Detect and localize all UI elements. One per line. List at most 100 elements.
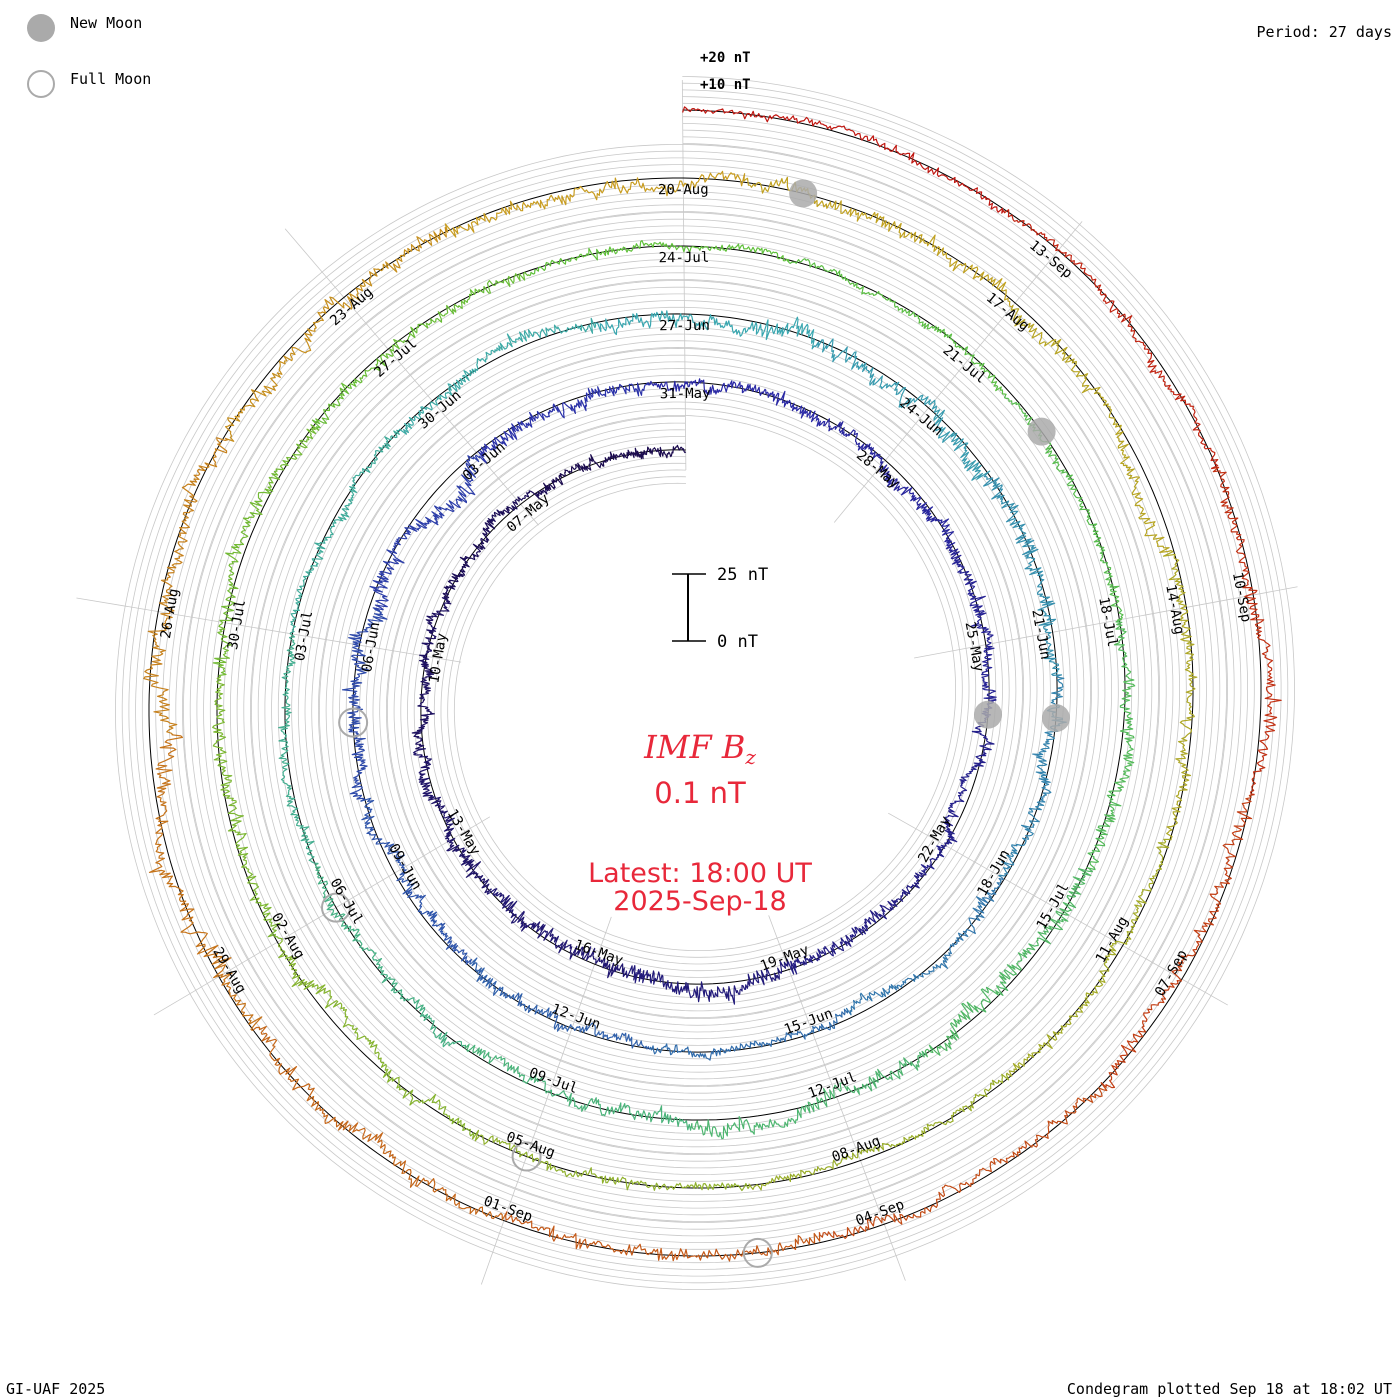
date-label: 09-Jul <box>527 1065 580 1097</box>
bz-trace-segment <box>528 240 789 277</box>
bz-trace-segment <box>543 444 687 492</box>
zero-baseline-spiral <box>148 109 1262 1257</box>
grid-arc-8 <box>121 82 1289 1284</box>
bz-trace-segment <box>224 226 449 442</box>
chart-title: IMF Bz <box>0 728 1400 769</box>
bz-trace-segment <box>444 170 746 238</box>
date-label: 27-Jun <box>659 318 710 334</box>
trace-layer <box>143 106 1282 1262</box>
bz-trace-segment <box>311 271 530 431</box>
latest-date: 2025-Sep-18 <box>613 886 787 917</box>
full-moon-marker-icon <box>320 892 351 923</box>
bz-trace-segment <box>369 454 483 612</box>
bz-trace-segment <box>594 310 815 350</box>
bz-trace-segment <box>315 862 466 1048</box>
plotted-label: Condegram plotted Sep 18 at 18:02 UT <box>1066 1380 1392 1398</box>
spokes-layer <box>76 80 1298 1285</box>
grid-arc-3 <box>162 123 1248 1243</box>
bz-trace-segment <box>845 876 1004 1016</box>
date-label: 04-Sep <box>854 1197 907 1230</box>
bz-trace-segment <box>647 378 826 427</box>
new-moon-label: New Moon <box>70 14 143 32</box>
full-moon-marker-icon <box>511 1141 542 1172</box>
bz-trace-segment <box>148 734 263 1031</box>
new-moon-icon <box>27 14 55 42</box>
date-label: 31-May <box>660 386 711 402</box>
bz-trace-segment <box>464 1043 693 1131</box>
bz-trace-segment <box>945 544 997 716</box>
bz-trace-segment <box>486 888 627 979</box>
bz-trace-segment <box>811 338 991 481</box>
bz-trace-segment <box>397 317 597 435</box>
amplitude-label-plus20: +20 nT <box>700 50 751 66</box>
bz-trace-segment <box>920 714 995 875</box>
bz-trace-segment <box>786 871 927 975</box>
spoke-1 <box>284 228 539 526</box>
bz-trace-segment <box>212 676 283 940</box>
date-label: 24-Jul <box>659 250 710 266</box>
date-label: 19-May <box>758 942 811 975</box>
bz-trace-segment <box>341 608 388 802</box>
bz-trace-segment <box>478 382 649 464</box>
date-label: 01-Sep <box>481 1193 534 1225</box>
date-label: 20-Aug <box>658 182 709 198</box>
spoke-7 <box>914 586 1298 659</box>
spoke-3 <box>153 816 491 1016</box>
full-moon-label: Full Moon <box>70 70 152 88</box>
period-label: Period: 27 days <box>1256 23 1392 41</box>
spoke-8 <box>833 221 1083 523</box>
bz-trace-segment <box>278 938 475 1140</box>
bz-trace-segment <box>289 429 400 635</box>
bz-trace-segment <box>818 1082 1108 1239</box>
bz-trace-segment <box>983 472 1062 676</box>
bz-trace-segment <box>625 960 788 1005</box>
grid-arc-4 <box>155 116 1255 1250</box>
grid-arc-9 <box>115 76 1295 1290</box>
bz-trace-segment <box>1100 793 1255 1089</box>
current-value: 0.1 nT <box>654 776 746 810</box>
spoke-0 <box>681 80 687 471</box>
bz-trace-segment <box>924 868 1093 1058</box>
full-moon-icon <box>27 70 55 98</box>
bz-trace-segment <box>748 1072 1010 1191</box>
baseline-layer <box>148 109 1262 1257</box>
bz-trace-segment <box>1006 838 1171 1077</box>
bz-trace-segment <box>143 437 229 736</box>
bz-trace-segment <box>212 424 320 678</box>
bz-trace-segment <box>787 258 1007 396</box>
bz-trace-segment <box>278 633 319 865</box>
bz-trace-segment <box>252 1025 508 1221</box>
spoke-2 <box>76 597 462 663</box>
bz-trace-segment <box>1010 304 1172 553</box>
new-moon-marker-icon <box>974 700 1003 729</box>
spoke-5 <box>768 915 906 1281</box>
bz-trace-segment <box>471 1129 750 1192</box>
scale-bar-bottom-label: 0 nT <box>717 632 758 652</box>
bz-trace-segment <box>505 1211 821 1262</box>
new-moon-marker-icon <box>1041 704 1070 733</box>
bz-trace-segment <box>691 1050 928 1140</box>
grid-arc-1 <box>175 136 1235 1230</box>
bz-trace-segment <box>469 957 651 1050</box>
full-moon-marker-icon <box>742 1237 773 1268</box>
credit-label: GI-UAF 2025 <box>6 1380 106 1398</box>
full-moon-marker-icon <box>338 707 369 738</box>
chart-title-main: IMF B <box>644 728 746 766</box>
grid-arc-6 <box>135 96 1275 1270</box>
moon-layer <box>320 179 1070 1268</box>
new-moon-marker-icon <box>1027 417 1056 446</box>
grid-arc-7 <box>128 89 1282 1277</box>
bz-trace-segment <box>360 797 472 965</box>
bz-trace-segment <box>1162 550 1198 841</box>
new-moon-marker-icon <box>789 179 818 208</box>
latest-time: Latest: 18:00 UT <box>588 858 812 889</box>
date-label: 12-Jul <box>806 1069 859 1102</box>
date-label: 07-May <box>504 491 553 536</box>
scale-bar-top-label: 25 nT <box>717 565 768 585</box>
bz-trace-segment <box>1211 466 1282 796</box>
date-label: 08-Aug <box>830 1133 883 1166</box>
grid-arc-0 <box>182 143 1228 1223</box>
bz-trace-segment <box>649 1008 849 1061</box>
chart-title-subscript: z <box>745 745 756 769</box>
